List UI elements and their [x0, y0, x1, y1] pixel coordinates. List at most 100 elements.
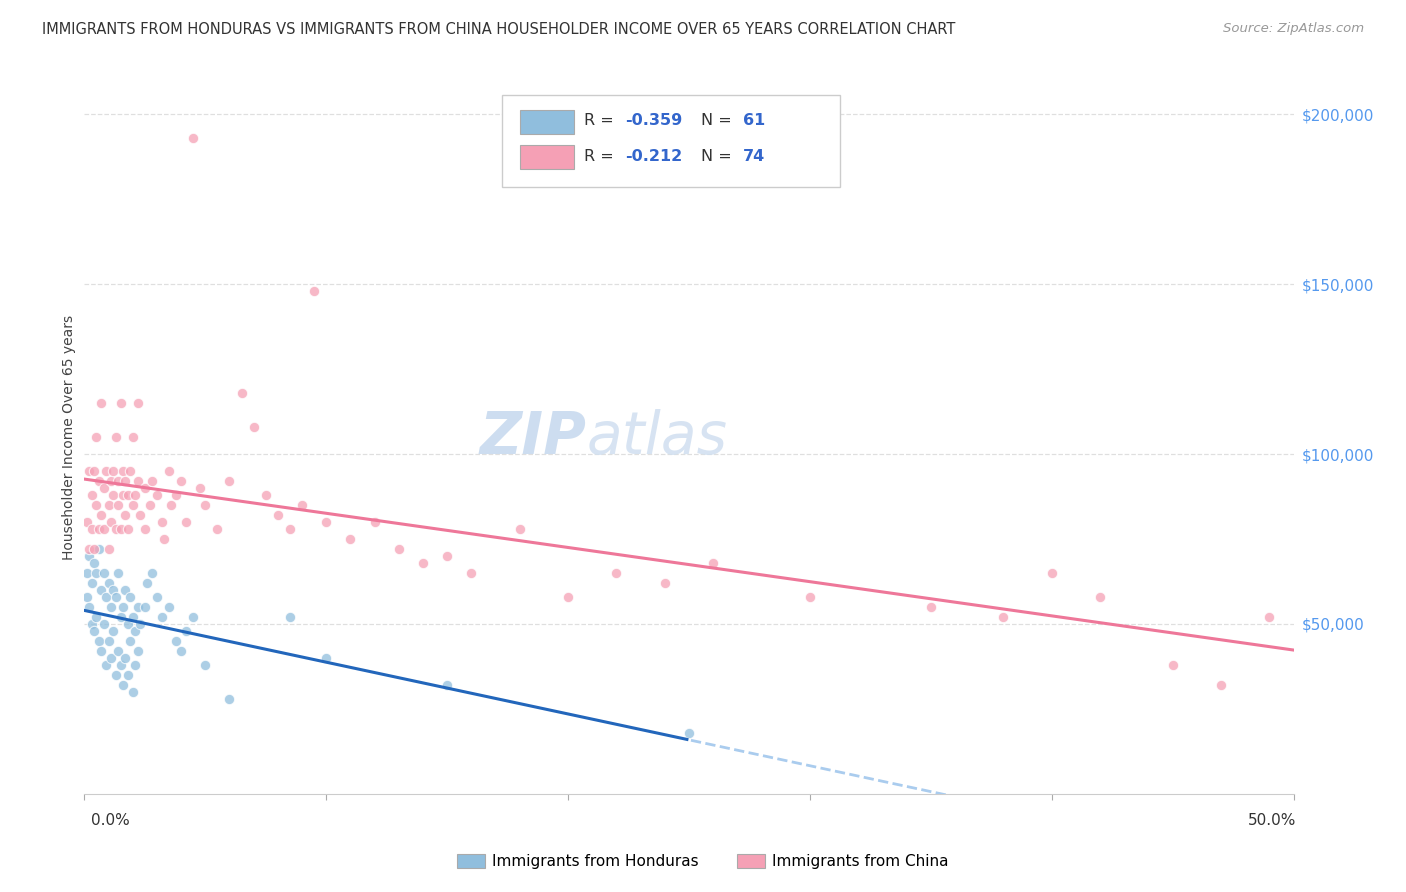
Point	[605, 566, 627, 580]
Point	[146, 488, 169, 502]
Text: 74: 74	[744, 149, 766, 164]
Point	[121, 610, 143, 624]
Point	[315, 651, 337, 665]
Point	[107, 498, 129, 512]
Point	[87, 475, 110, 489]
Point	[146, 590, 169, 604]
Point	[127, 599, 149, 614]
Point	[124, 488, 146, 502]
Point	[920, 599, 942, 614]
Point	[121, 430, 143, 444]
FancyBboxPatch shape	[502, 95, 841, 187]
Point	[114, 508, 136, 523]
Point	[76, 566, 98, 580]
Point	[112, 464, 135, 478]
Point	[87, 634, 110, 648]
Text: IMMIGRANTS FROM HONDURAS VS IMMIGRANTS FROM CHINA HOUSEHOLDER INCOME OVER 65 YEA: IMMIGRANTS FROM HONDURAS VS IMMIGRANTS F…	[42, 22, 956, 37]
Point	[141, 566, 163, 580]
Point	[87, 522, 110, 536]
Text: ZIP: ZIP	[479, 409, 586, 466]
Point	[124, 657, 146, 672]
Point	[120, 634, 142, 648]
Point	[436, 549, 458, 563]
Point	[87, 542, 110, 557]
Point	[83, 464, 105, 478]
Point	[278, 522, 301, 536]
Point	[138, 498, 160, 512]
Point	[117, 488, 139, 502]
Point	[90, 396, 112, 410]
Text: N =: N =	[702, 149, 737, 164]
Point	[117, 522, 139, 536]
Point	[654, 576, 676, 591]
Point	[181, 610, 204, 624]
Text: 0.0%: 0.0%	[91, 814, 131, 828]
Point	[339, 532, 361, 546]
Point	[97, 498, 120, 512]
Point	[291, 498, 314, 512]
Point	[117, 668, 139, 682]
Point	[170, 475, 193, 489]
Point	[104, 522, 127, 536]
Point	[174, 624, 197, 638]
Point	[86, 498, 108, 512]
Point	[134, 599, 156, 614]
Point	[436, 678, 458, 692]
Point	[363, 515, 385, 529]
Point	[194, 657, 217, 672]
Point	[114, 582, 136, 597]
Point	[1161, 657, 1184, 672]
Point	[181, 131, 204, 145]
Point	[110, 610, 132, 624]
Point	[100, 599, 122, 614]
Point	[117, 617, 139, 632]
Point	[1040, 566, 1063, 580]
Point	[86, 430, 108, 444]
Point	[412, 556, 434, 570]
Point	[557, 590, 579, 604]
Point	[242, 420, 264, 434]
Point	[160, 498, 183, 512]
Point	[302, 284, 325, 298]
Point	[100, 651, 122, 665]
Point	[103, 582, 125, 597]
Point	[190, 481, 212, 495]
Point	[114, 651, 136, 665]
Point	[107, 644, 129, 658]
Point	[388, 542, 411, 557]
Point	[157, 599, 180, 614]
Point	[110, 396, 132, 410]
Point	[107, 475, 129, 489]
Point	[678, 725, 700, 739]
Point	[77, 542, 100, 557]
Point	[267, 508, 290, 523]
Point	[93, 522, 115, 536]
Point	[90, 582, 112, 597]
Point	[77, 549, 100, 563]
Point	[127, 475, 149, 489]
Point	[1258, 610, 1281, 624]
Point	[93, 481, 115, 495]
Point	[100, 515, 122, 529]
Point	[231, 385, 253, 400]
Bar	[520, 110, 574, 134]
Point	[120, 590, 142, 604]
Point	[94, 657, 117, 672]
Point	[112, 678, 135, 692]
Point	[104, 668, 127, 682]
Point	[112, 599, 135, 614]
Point	[103, 464, 125, 478]
Point	[1088, 590, 1111, 604]
Text: 50.0%: 50.0%	[1249, 814, 1296, 828]
Point	[254, 488, 277, 502]
Point	[129, 508, 152, 523]
Point	[93, 566, 115, 580]
Text: -0.212: -0.212	[624, 149, 682, 164]
Point	[97, 576, 120, 591]
Point	[76, 590, 98, 604]
Text: 61: 61	[744, 113, 766, 128]
Point	[90, 644, 112, 658]
Point	[97, 634, 120, 648]
Point	[124, 624, 146, 638]
Text: -0.359: -0.359	[624, 113, 682, 128]
